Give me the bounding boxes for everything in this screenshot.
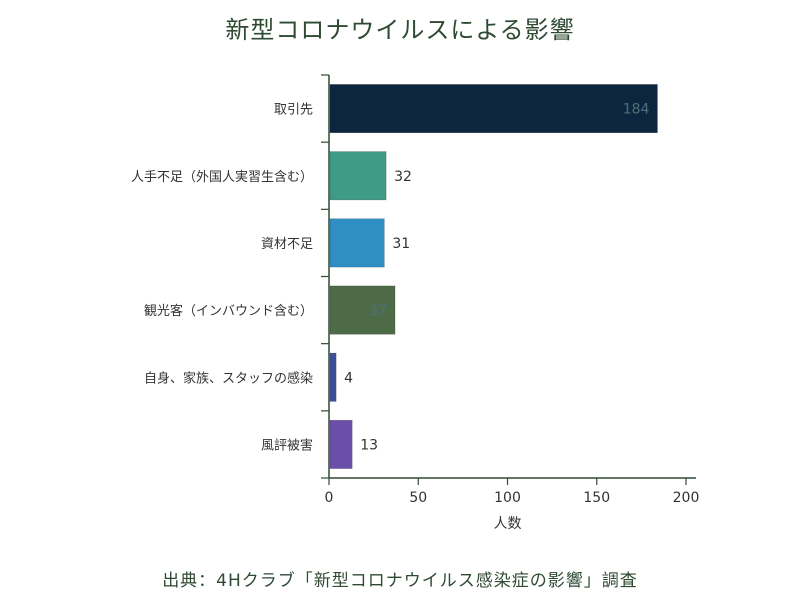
value-label: 184 — [623, 102, 650, 118]
chart-axes — [321, 74, 696, 485]
bar — [329, 352, 337, 402]
chart-title: 新型コロナウイルスによる影響 — [225, 16, 575, 44]
x-tick-label: 0 — [325, 490, 334, 506]
bar — [329, 84, 658, 134]
source-note: 出典：4Hクラブ「新型コロナウイルス感染症の影響」調査 — [162, 571, 638, 591]
bar — [329, 285, 396, 335]
category-label: 観光客（インバウンド含む） — [144, 303, 313, 319]
value-label: 13 — [360, 437, 378, 453]
bar — [329, 218, 385, 268]
category-label: 取引先 — [274, 103, 313, 118]
category-label: 資材不足 — [261, 237, 313, 252]
category-label: 人手不足（外国人実習生含む） — [131, 169, 313, 185]
value-label: 31 — [392, 236, 410, 252]
value-label: 37 — [369, 303, 387, 319]
x-tick-label: 100 — [494, 490, 521, 506]
category-label: 風評被害 — [261, 437, 313, 453]
value-label: 32 — [394, 169, 412, 185]
value-label: 4 — [344, 370, 353, 386]
x-axis-title: 人数 — [494, 516, 522, 532]
x-tick-label: 200 — [673, 490, 700, 506]
x-tick-label: 50 — [409, 490, 427, 506]
chart-labels: 0 50 100 150 200 人数 取引先 184 人手不足（外国人実習生含む） 32 資材不足… — [131, 102, 699, 532]
chart-bars — [329, 84, 658, 469]
bar — [329, 151, 387, 201]
x-tick-label: 150 — [583, 490, 610, 506]
category-label: 自身、家族、スタッフの感染 — [144, 370, 313, 386]
bar — [329, 419, 353, 469]
